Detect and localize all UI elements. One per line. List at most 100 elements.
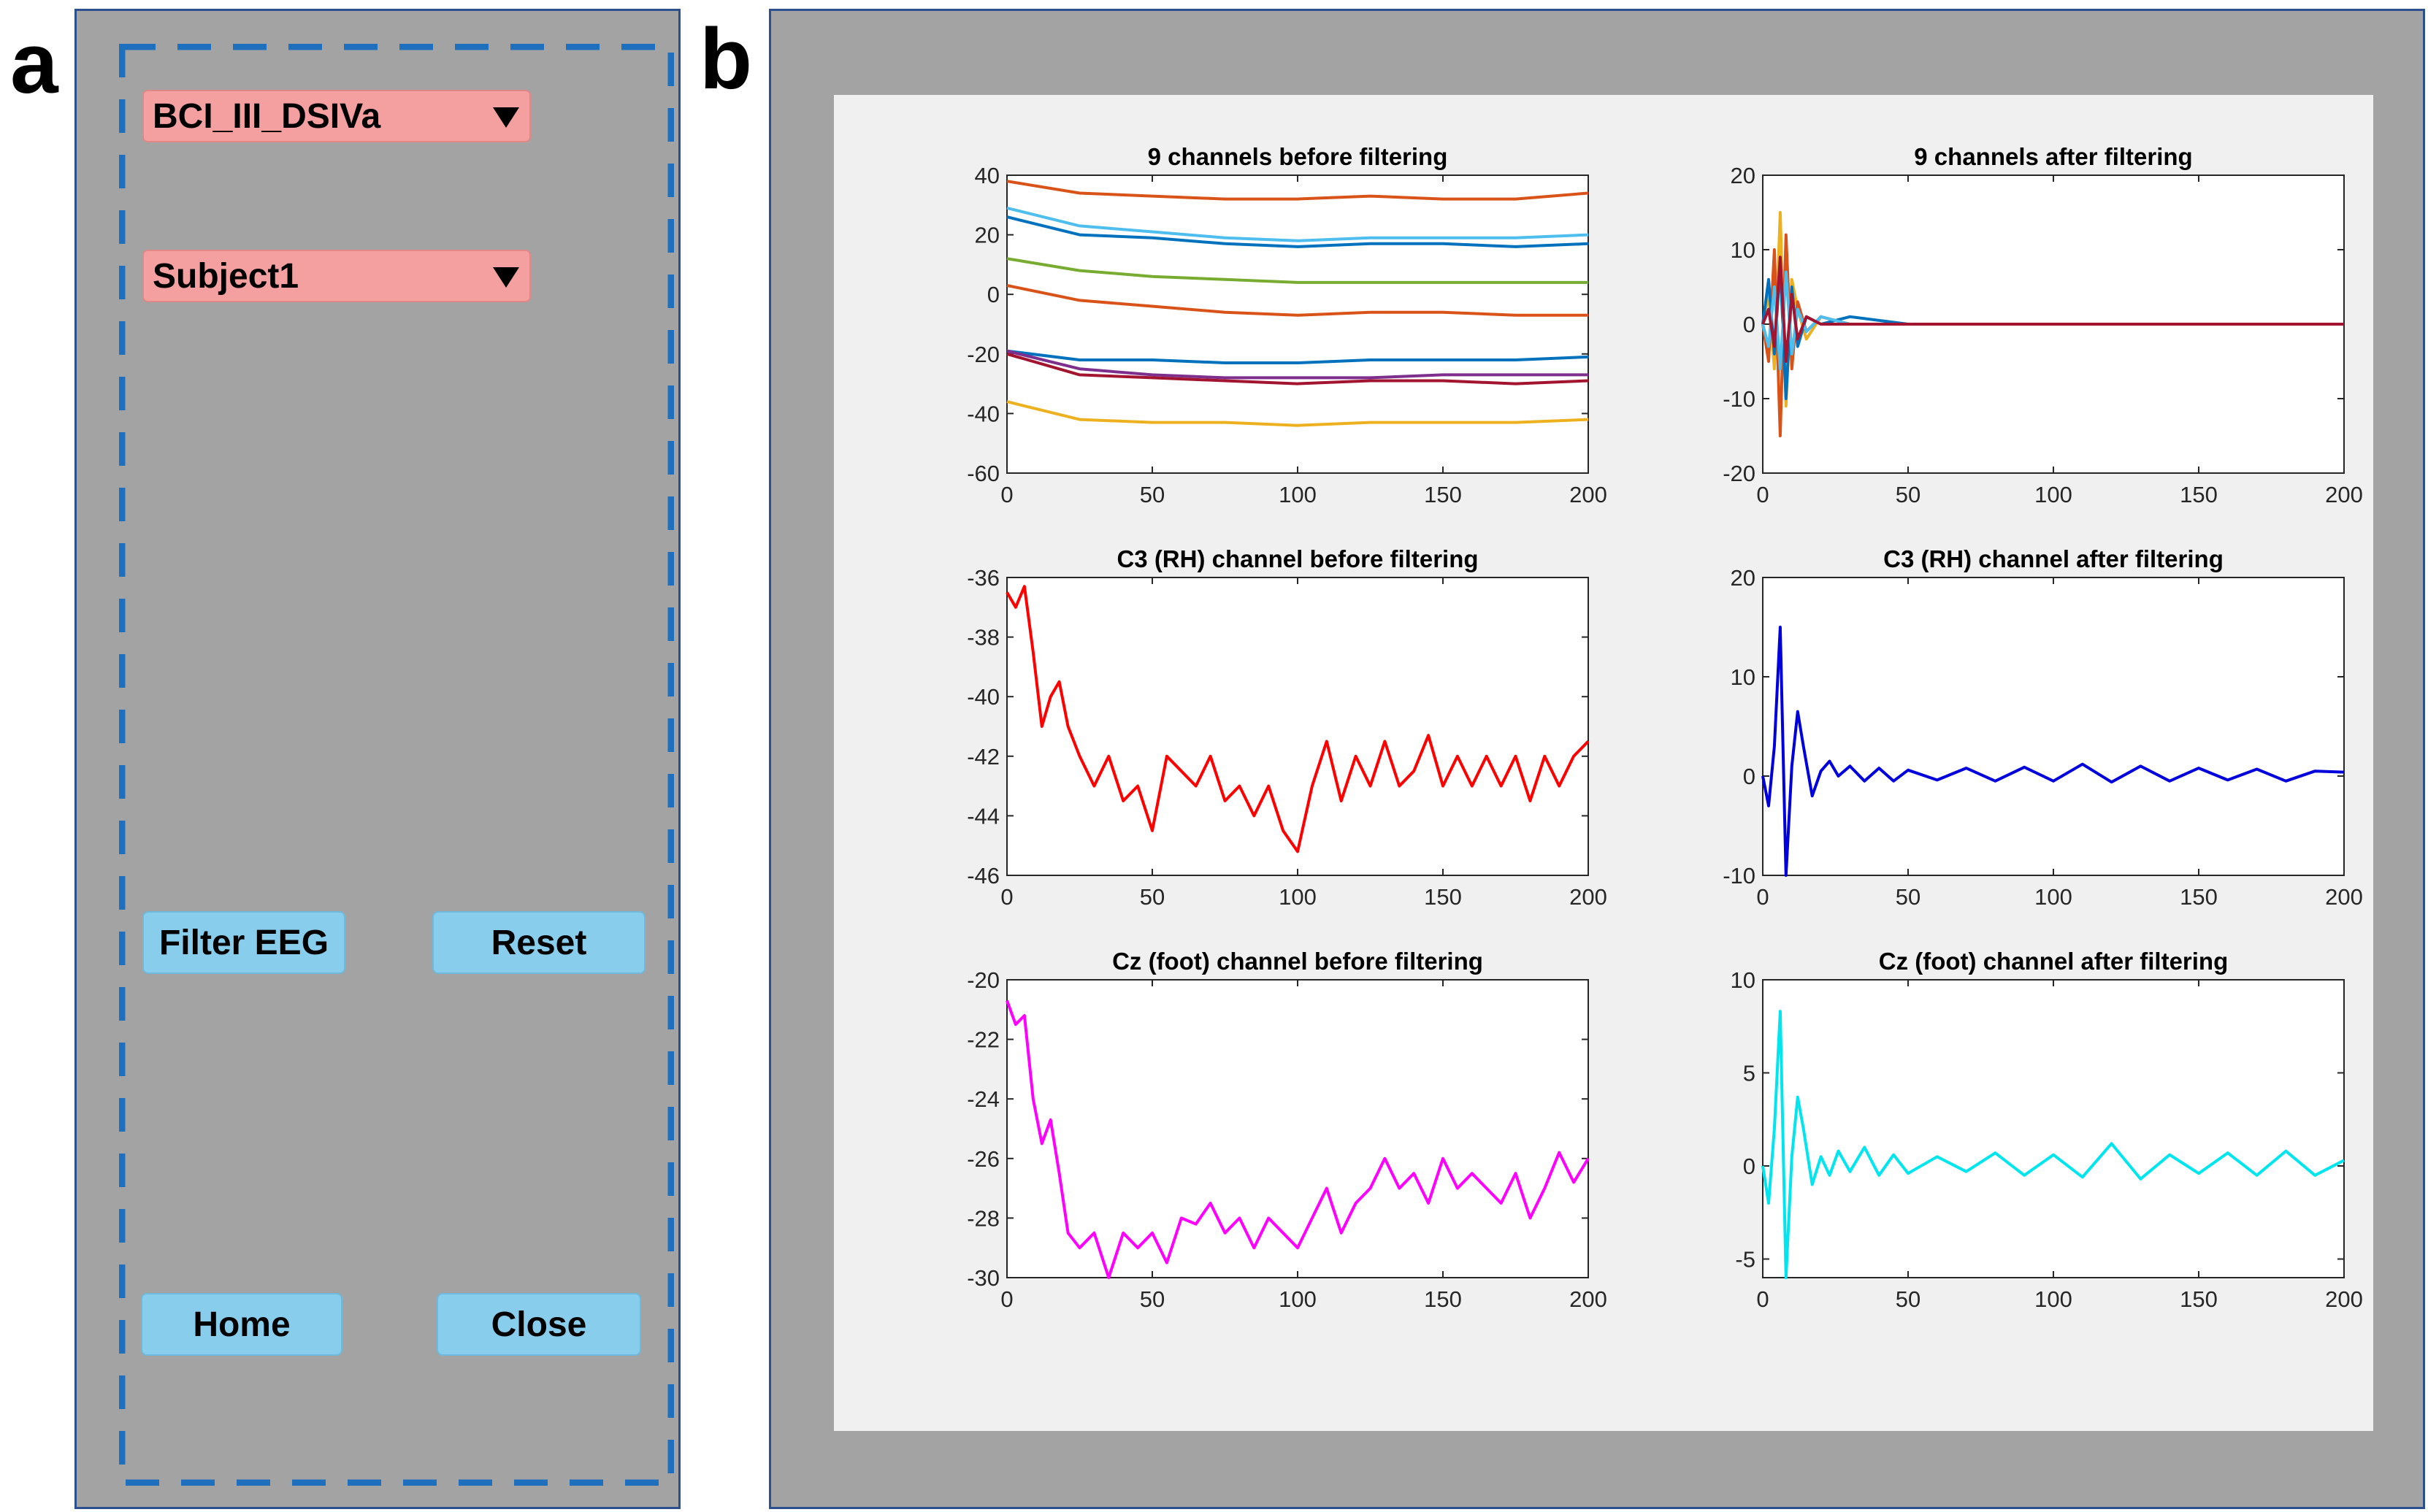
chart-axes-box <box>1006 577 1589 876</box>
y-tick-label: 10 <box>1731 967 1755 993</box>
x-tick-label: 0 <box>1000 1286 1013 1312</box>
control-panel: BCI_III_DSIVa Subject1 Filter EEG Reset … <box>74 9 681 1509</box>
dataset-dropdown-value: BCI_III_DSIVa <box>153 97 381 136</box>
x-tick-label: 100 <box>1279 884 1317 910</box>
subject-dropdown-value: Subject1 <box>153 257 299 296</box>
chart-axes-box <box>1762 577 2345 876</box>
y-tick-label: -36 <box>967 565 1000 591</box>
x-tick-label: 200 <box>2325 482 2363 507</box>
y-tick-label: 5 <box>1743 1061 1755 1086</box>
x-tick-label: 100 <box>1279 1286 1317 1312</box>
y-tick-label: 40 <box>975 163 1000 188</box>
y-tick-label: -24 <box>967 1086 1000 1112</box>
y-tick-label: 0 <box>1743 312 1755 337</box>
series-line-9 <box>1006 400 1589 427</box>
x-tick-label: 100 <box>2034 482 2072 507</box>
x-tick-label: 0 <box>1756 884 1769 910</box>
y-tick-label: 10 <box>1731 237 1755 263</box>
x-tick-label: 50 <box>1896 1286 1920 1312</box>
x-tick-label: 0 <box>1756 1286 1769 1312</box>
chart-title: C3 (RH) channel before filtering <box>1117 545 1478 572</box>
series-line-5 <box>1006 284 1588 317</box>
x-tick-label: 50 <box>1140 482 1165 507</box>
chart-axes-box <box>1006 174 1589 474</box>
y-tick-label: -26 <box>967 1146 1000 1172</box>
y-tick-label: -10 <box>1723 386 1755 412</box>
dropdown-arrow-icon <box>493 107 519 128</box>
subject-dropdown[interactable]: Subject1 <box>142 250 531 302</box>
panel-label-a: a <box>10 15 58 112</box>
y-tick-label: -46 <box>967 863 1000 889</box>
series-line-1 <box>1006 585 1590 853</box>
figure-panel: 9 channels before filtering 0 50 100 150 200 4… <box>769 9 2425 1509</box>
x-tick-label: 100 <box>2034 1286 2072 1312</box>
y-tick-label: -60 <box>967 461 1000 486</box>
filter-eeg-button[interactable]: Filter EEG <box>142 911 345 974</box>
chart-title: 9 channels after filtering <box>1914 143 2192 170</box>
panel-label-b: b <box>700 11 753 107</box>
y-tick-label: 0 <box>987 282 1000 307</box>
y-tick-label: 20 <box>1731 565 1755 591</box>
series-line-8 <box>1006 352 1589 385</box>
y-tick-label: -20 <box>967 342 1000 367</box>
y-tick-label: -44 <box>967 803 1000 829</box>
chart-title: Cz (foot) channel after filtering <box>1879 948 2229 975</box>
y-tick-label: -28 <box>967 1205 1000 1231</box>
series-line-1 <box>1761 626 2345 877</box>
chart-axes-box <box>1006 979 1589 1278</box>
y-tick-label: 20 <box>1731 163 1755 188</box>
close-button[interactable]: Close <box>437 1293 641 1356</box>
x-tick-label: 200 <box>2325 884 2363 910</box>
x-tick-label: 200 <box>1569 1286 1607 1312</box>
reset-button[interactable]: Reset <box>432 911 646 974</box>
y-tick-label: -38 <box>967 625 1000 651</box>
y-tick-label: -22 <box>967 1027 1000 1053</box>
x-tick-label: 200 <box>1569 482 1607 507</box>
x-tick-label: 100 <box>2034 884 2072 910</box>
x-tick-label: 200 <box>1569 884 1607 910</box>
x-tick-label: 0 <box>1000 482 1013 507</box>
series-line-3 <box>1006 215 1589 248</box>
dataset-dropdown[interactable]: BCI_III_DSIVa <box>142 90 531 142</box>
series-line-1 <box>1761 1010 2345 1279</box>
x-tick-label: 150 <box>2180 482 2218 507</box>
y-tick-label: -40 <box>967 684 1000 710</box>
x-tick-label: 150 <box>2180 1286 2218 1312</box>
y-tick-label: 0 <box>1743 1154 1755 1179</box>
chart-title: C3 (RH) channel after filtering <box>1883 545 2224 572</box>
x-tick-label: 150 <box>1424 884 1462 910</box>
y-tick-label: -20 <box>967 967 1000 993</box>
x-tick-label: 50 <box>1140 1286 1165 1312</box>
y-tick-label: -5 <box>1735 1247 1755 1273</box>
series-line-5 <box>1761 256 2344 363</box>
y-tick-label: -42 <box>967 744 1000 770</box>
series-line-1 <box>1006 180 1589 201</box>
chart-axes-box <box>1762 979 2345 1278</box>
chart-title: Cz (foot) channel before filtering <box>1112 948 1483 975</box>
y-tick-label: 10 <box>1731 664 1755 690</box>
x-tick-label: 150 <box>2180 884 2218 910</box>
series-line-2 <box>1006 206 1589 242</box>
x-tick-label: 50 <box>1896 482 1920 507</box>
series-line-6 <box>1006 349 1589 364</box>
series-line-1 <box>1006 999 1590 1279</box>
x-tick-label: 100 <box>1279 482 1317 507</box>
y-tick-label: -40 <box>967 401 1000 426</box>
y-tick-label: 0 <box>1743 764 1755 789</box>
series-line-4 <box>1006 257 1588 284</box>
chart-3: C3 (RH) channel before filtering 0 50 100 15… <box>967 545 1607 910</box>
chart-title: 9 channels before filtering <box>1148 143 1448 170</box>
dropdown-arrow-icon <box>493 267 519 288</box>
chart-5: Cz (foot) channel before filtering 0 50 100… <box>967 948 1607 1312</box>
x-tick-label: 150 <box>1424 1286 1462 1312</box>
y-tick-label: 20 <box>975 223 1000 248</box>
home-button[interactable]: Home <box>141 1293 342 1356</box>
y-tick-label: -30 <box>967 1265 1000 1291</box>
y-tick-label: -20 <box>1723 461 1755 486</box>
x-tick-label: 0 <box>1756 482 1769 507</box>
